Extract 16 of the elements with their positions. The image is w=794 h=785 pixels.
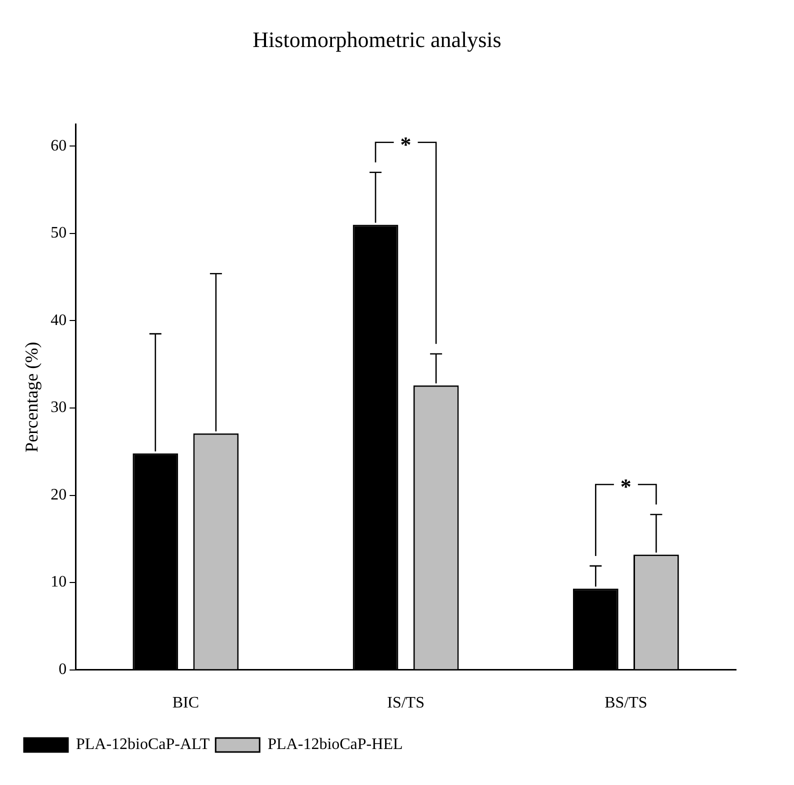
x-tick-label: BS/TS — [604, 694, 648, 712]
chart-title: Histomorphometric analysis — [252, 26, 502, 52]
annotation: * — [620, 474, 632, 500]
y-tick-label: 40 — [50, 312, 67, 329]
y-tick-label: 50 — [50, 224, 67, 242]
legend-label: PLA-12bioCaP-ALT — [76, 736, 210, 754]
x-tick-label: IS/TS — [387, 694, 424, 712]
y-tick-label: 30 — [50, 399, 67, 416]
y-tick-label: 0 — [58, 661, 67, 678]
y-tick-label: 10 — [50, 574, 67, 591]
x-tick-label: BIC — [172, 694, 200, 712]
y-tick-label: 20 — [50, 486, 67, 504]
annotation: * — [400, 132, 412, 158]
legend-label: PLA-12bioCaP-HEL — [268, 736, 403, 754]
y-axis-title: Percentage (%) — [22, 342, 42, 452]
y-tick-label: 60 — [50, 137, 67, 154]
